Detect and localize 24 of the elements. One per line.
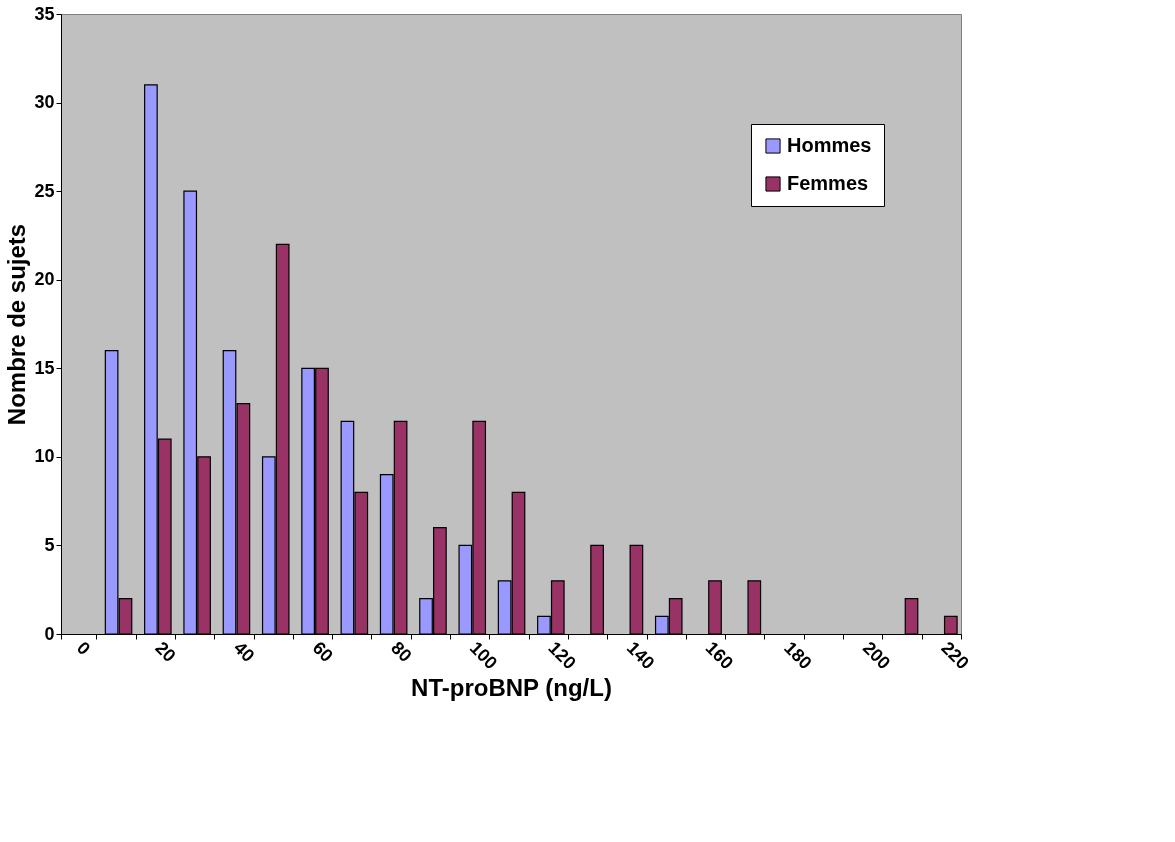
x-tick-label: 60 (308, 637, 337, 667)
y-tick-label: 10 (34, 446, 55, 467)
y-tick-label: 35 (34, 3, 55, 24)
x-tick-label: 40 (230, 637, 259, 667)
x-tick-label: 200 (858, 637, 895, 674)
x-tick-label: 100 (465, 637, 502, 674)
x-tick-label: 20 (151, 637, 180, 667)
x-tick-label: 0 (72, 637, 95, 659)
y-tick-label: 5 (44, 534, 55, 555)
x-tick-label: 80 (387, 637, 416, 667)
legend-label: Femmes (787, 172, 869, 194)
y-tick-label: 0 (44, 623, 55, 644)
x-axis-title: NT-proBNP (ng/L) (411, 674, 612, 702)
y-axis-title: Nombre de sujets (3, 223, 31, 426)
y-tick-label: 15 (34, 357, 55, 378)
x-tick-label: 140 (623, 637, 659, 674)
x-tick-label: 220 (937, 637, 973, 674)
x-tick-label: 180 (780, 637, 816, 674)
y-tick-label: 25 (34, 180, 55, 201)
legend-label: Hommes (787, 134, 872, 156)
x-tick-label: 160 (701, 637, 738, 674)
y-tick-label: 30 (34, 92, 55, 113)
x-tick-label: 120 (544, 637, 580, 674)
y-tick-label: 20 (34, 269, 55, 290)
